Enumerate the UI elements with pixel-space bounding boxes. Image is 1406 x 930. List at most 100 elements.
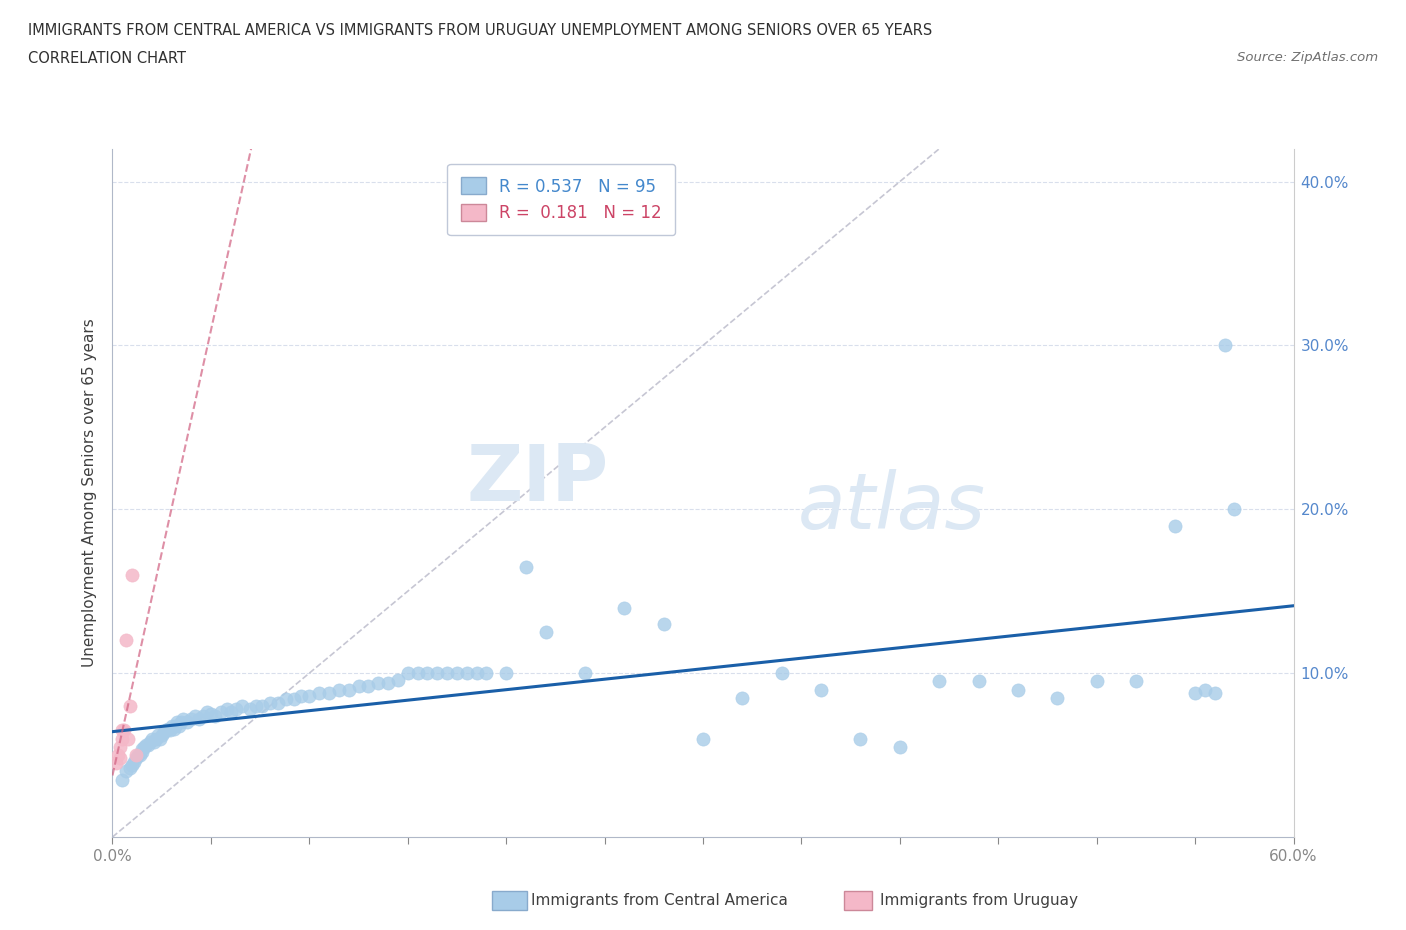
Point — [357, 679, 380, 694]
Point — [446, 666, 468, 681]
Text: Immigrants from Uruguay: Immigrants from Uruguay — [880, 893, 1078, 908]
Point — [652, 617, 675, 631]
Point — [195, 705, 218, 720]
Point — [170, 715, 193, 730]
Point — [267, 696, 290, 711]
Point — [115, 633, 138, 648]
Point — [200, 707, 222, 722]
Point — [692, 731, 714, 746]
Point — [1085, 674, 1108, 689]
Point — [426, 666, 449, 681]
Point — [166, 715, 188, 730]
Point — [111, 723, 134, 737]
Point — [406, 666, 429, 681]
Point — [127, 748, 149, 763]
Point — [112, 723, 135, 737]
Point — [136, 737, 159, 752]
Point — [176, 715, 198, 730]
Point — [169, 718, 191, 733]
Point — [152, 724, 174, 739]
Point — [396, 666, 419, 681]
Point — [142, 735, 165, 750]
Point — [184, 709, 207, 724]
Point — [245, 698, 267, 713]
Point — [125, 748, 148, 763]
Text: CORRELATION CHART: CORRELATION CHART — [28, 51, 186, 66]
Point — [889, 739, 911, 754]
Point — [475, 666, 498, 681]
Point — [1125, 674, 1147, 689]
Point — [347, 679, 370, 694]
Y-axis label: Unemployment Among Seniors over 65 years: Unemployment Among Seniors over 65 years — [82, 319, 97, 668]
Point — [125, 751, 148, 765]
Point — [308, 685, 330, 700]
Point — [132, 739, 155, 754]
Point — [849, 731, 872, 746]
Point — [204, 709, 226, 724]
Point — [129, 748, 152, 763]
Point — [250, 698, 273, 713]
Point — [110, 751, 132, 765]
Point — [209, 705, 232, 720]
Text: ZIP: ZIP — [467, 441, 609, 517]
Point — [534, 625, 557, 640]
Point — [231, 698, 253, 713]
Point — [1223, 502, 1246, 517]
Point — [219, 705, 242, 720]
Point — [149, 731, 172, 746]
Point — [1184, 685, 1206, 700]
Point — [107, 748, 129, 763]
Point — [165, 718, 187, 733]
Point — [122, 754, 145, 769]
Point — [1164, 518, 1187, 533]
Point — [121, 567, 143, 582]
Point — [436, 666, 458, 681]
Point — [139, 735, 162, 750]
Point — [1194, 682, 1216, 697]
Point — [172, 711, 194, 726]
Point — [1046, 690, 1069, 705]
Point — [1007, 682, 1029, 697]
Point — [290, 688, 312, 703]
Point — [111, 731, 134, 746]
Point — [121, 757, 143, 772]
Text: atlas: atlas — [797, 469, 986, 545]
Point — [191, 709, 214, 724]
Point — [131, 744, 153, 759]
Point — [120, 761, 142, 776]
Point — [515, 559, 537, 574]
Point — [146, 728, 169, 743]
Point — [131, 741, 153, 756]
Point — [465, 666, 488, 681]
Point — [150, 728, 173, 743]
Point — [160, 718, 183, 733]
Point — [318, 685, 340, 700]
Point — [215, 702, 238, 717]
Point — [145, 731, 167, 746]
Point — [416, 666, 439, 681]
Point — [377, 675, 399, 690]
Point — [188, 711, 211, 726]
Point — [110, 739, 132, 754]
Point — [141, 731, 163, 746]
Point — [328, 682, 350, 697]
Point — [731, 690, 754, 705]
Point — [770, 666, 793, 681]
Text: IMMIGRANTS FROM CENTRAL AMERICA VS IMMIGRANTS FROM URUGUAY UNEMPLOYMENT AMONG SE: IMMIGRANTS FROM CENTRAL AMERICA VS IMMIG… — [28, 23, 932, 38]
Legend: R = 0.537   N = 95, R =  0.181   N = 12: R = 0.537 N = 95, R = 0.181 N = 12 — [447, 164, 675, 235]
Point — [1213, 338, 1236, 352]
Point — [105, 756, 128, 771]
Point — [967, 674, 990, 689]
Point — [239, 702, 262, 717]
Point — [159, 723, 181, 737]
Point — [111, 772, 134, 787]
Point — [495, 666, 517, 681]
Point — [155, 723, 177, 737]
Point — [298, 688, 321, 703]
Point — [120, 698, 142, 713]
Point — [367, 675, 389, 690]
Text: Source: ZipAtlas.com: Source: ZipAtlas.com — [1237, 51, 1378, 64]
Point — [274, 692, 297, 707]
Point — [135, 737, 157, 752]
Point — [156, 722, 179, 737]
